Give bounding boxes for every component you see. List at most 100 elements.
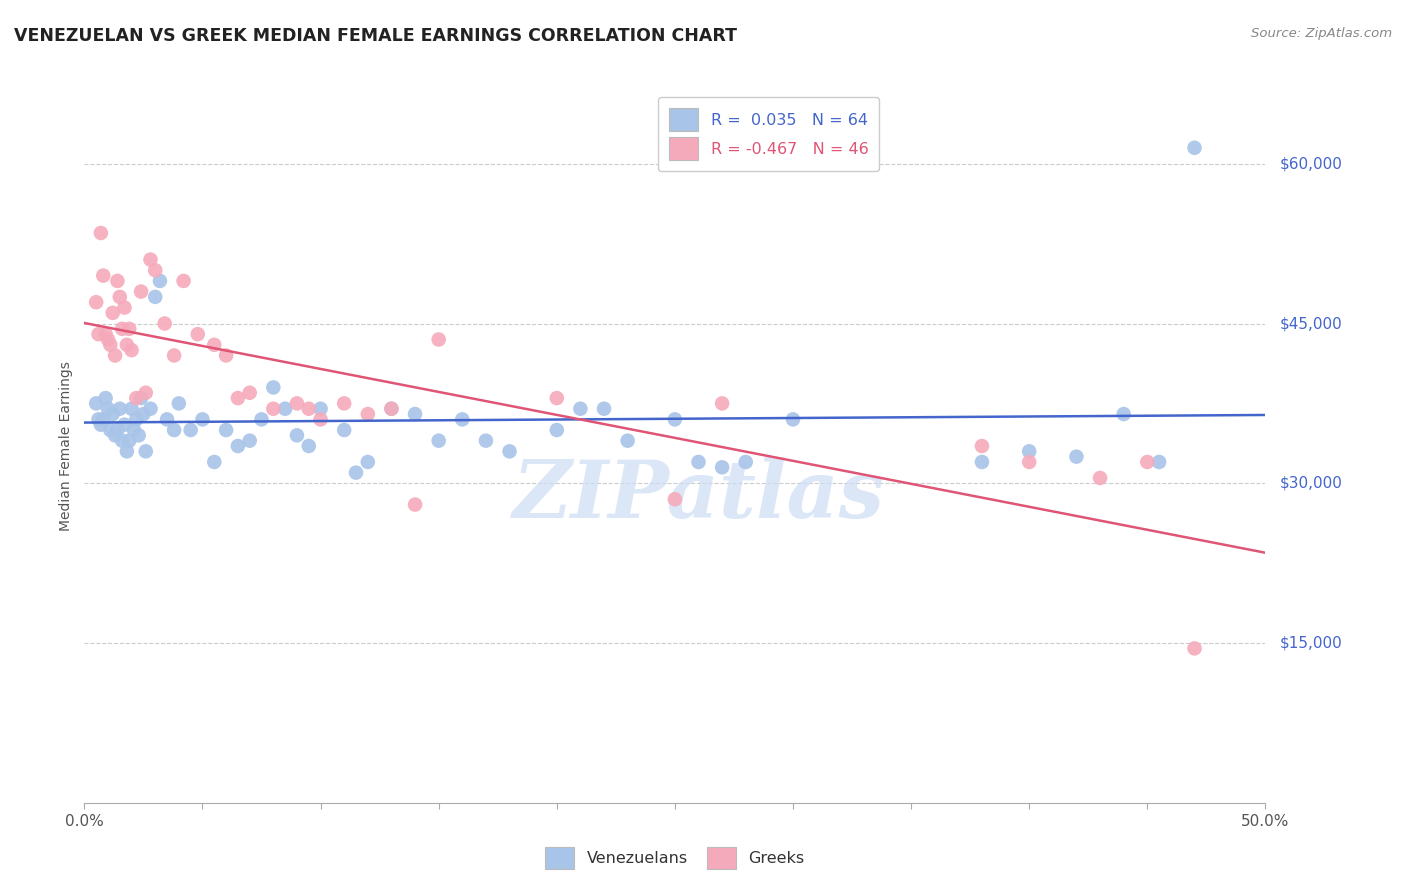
Point: [107, 423, 129, 437]
Point: [498, 444, 520, 458]
Point: [122, 423, 145, 437]
Point: [250, 412, 273, 426]
Point: [187, 327, 209, 342]
Point: [734, 455, 756, 469]
Point: [546, 391, 568, 405]
Point: [191, 412, 214, 426]
Point: [98, 423, 121, 437]
Point: [664, 492, 686, 507]
Point: [1184, 141, 1206, 155]
Point: [104, 349, 127, 363]
Point: [128, 428, 150, 442]
Point: [285, 428, 308, 442]
Text: VENEZUELAN VS GREEK MEDIAN FEMALE EARNINGS CORRELATION CHART: VENEZUELAN VS GREEK MEDIAN FEMALE EARNIN…: [14, 27, 737, 45]
Point: [94, 391, 117, 405]
Point: [90, 417, 112, 432]
Point: [121, 343, 143, 358]
Point: [1136, 455, 1159, 469]
Point: [135, 385, 157, 400]
Point: [274, 401, 297, 416]
Point: [298, 401, 321, 416]
Point: [782, 412, 804, 426]
Point: [87, 327, 110, 342]
Point: [91, 412, 114, 426]
Point: [215, 423, 238, 437]
Point: [115, 338, 138, 352]
Point: [167, 396, 190, 410]
Point: [711, 396, 734, 410]
Point: [970, 455, 993, 469]
Point: [153, 317, 176, 331]
Point: [108, 401, 131, 416]
Point: [87, 412, 110, 426]
Point: [616, 434, 638, 448]
Point: [427, 434, 450, 448]
Point: [132, 407, 155, 421]
Point: [149, 274, 172, 288]
Point: [226, 391, 249, 405]
Point: [173, 274, 195, 288]
Text: Source: ZipAtlas.com: Source: ZipAtlas.com: [1251, 27, 1392, 40]
Point: [1088, 471, 1111, 485]
Point: [285, 396, 308, 410]
Point: [91, 268, 114, 283]
Point: [664, 412, 686, 426]
Text: ZIPatlas: ZIPatlas: [512, 458, 884, 534]
Point: [333, 423, 356, 437]
Point: [226, 439, 249, 453]
Point: [262, 401, 284, 416]
Point: [404, 407, 426, 421]
Point: [108, 290, 131, 304]
Point: [98, 338, 121, 352]
Point: [139, 401, 162, 416]
Point: [97, 401, 120, 416]
Point: [111, 434, 134, 448]
Point: [125, 391, 148, 405]
Point: [427, 333, 450, 347]
Point: [163, 423, 186, 437]
Point: [104, 428, 127, 442]
Point: [1147, 455, 1170, 469]
Point: [1112, 407, 1135, 421]
Point: [1018, 444, 1040, 458]
Point: [156, 412, 179, 426]
Point: [333, 396, 356, 410]
Point: [135, 444, 157, 458]
Point: [163, 349, 186, 363]
Text: $15,000: $15,000: [1279, 635, 1343, 650]
Point: [309, 401, 332, 416]
Point: [688, 455, 710, 469]
Point: [239, 385, 262, 400]
Point: [593, 401, 616, 416]
Point: [143, 263, 166, 277]
Text: $45,000: $45,000: [1279, 316, 1343, 331]
Legend: Venezuelans, Greeks: Venezuelans, Greeks: [534, 836, 815, 880]
Point: [344, 466, 367, 480]
Point: [262, 380, 284, 394]
Point: [239, 434, 262, 448]
Point: [129, 285, 152, 299]
Point: [143, 290, 166, 304]
Text: $60,000: $60,000: [1279, 156, 1343, 171]
Point: [118, 322, 141, 336]
Point: [215, 349, 238, 363]
Point: [115, 444, 138, 458]
Point: [1184, 641, 1206, 656]
Point: [125, 412, 148, 426]
Point: [139, 252, 162, 267]
Point: [107, 274, 129, 288]
Point: [1066, 450, 1088, 464]
Point: [180, 423, 202, 437]
Point: [121, 401, 143, 416]
Point: [451, 412, 474, 426]
Point: [309, 412, 332, 426]
Point: [404, 498, 426, 512]
Point: [94, 327, 117, 342]
Point: [202, 455, 225, 469]
Point: [101, 306, 124, 320]
Point: [114, 301, 136, 315]
Point: [84, 396, 107, 410]
Point: [84, 295, 107, 310]
Point: [380, 401, 402, 416]
Point: [111, 322, 134, 336]
